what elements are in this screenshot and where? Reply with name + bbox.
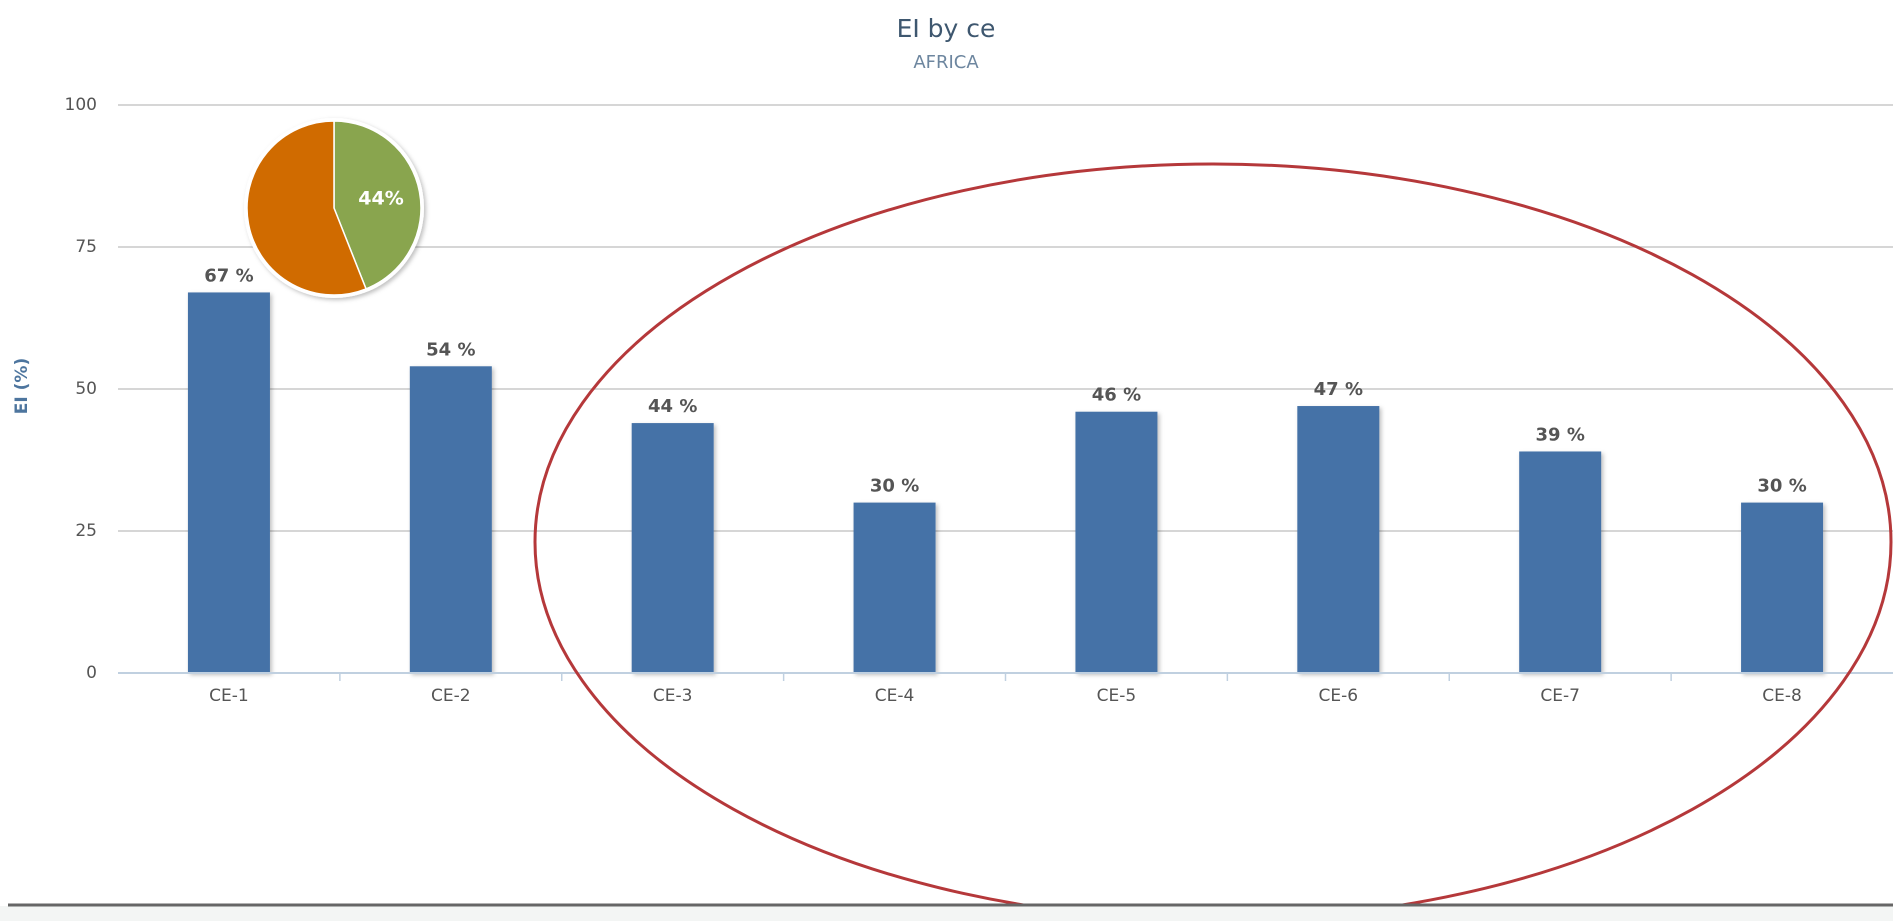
x-tick-label: CE-6 bbox=[1319, 686, 1359, 706]
data-label: 47 % bbox=[1314, 379, 1363, 400]
footer-panel bbox=[0, 906, 1893, 921]
bar bbox=[1297, 406, 1380, 673]
bar bbox=[187, 292, 270, 673]
y-axis-label: EI (%) bbox=[12, 358, 32, 414]
bar bbox=[631, 423, 714, 673]
bars: 67 % CE-1 54 % CE-2 44 % CE-3 30 % CE-4 46 % CE-5… bbox=[187, 265, 1824, 706]
y-tick-label: 25 bbox=[75, 521, 97, 541]
chart-subtitle: AFRICA bbox=[913, 52, 979, 73]
bar bbox=[409, 366, 492, 673]
pie: 44% bbox=[244, 118, 424, 298]
x-tick-label: CE-8 bbox=[1762, 686, 1802, 706]
x-tick-label: CE-5 bbox=[1097, 686, 1137, 706]
x-tick-label: CE-7 bbox=[1540, 686, 1580, 706]
y-tick-label: 75 bbox=[75, 237, 97, 257]
y-tick-label: 50 bbox=[75, 379, 97, 399]
pie-slice bbox=[246, 120, 368, 296]
data-label: 30 % bbox=[870, 476, 919, 497]
data-label: 54 % bbox=[426, 339, 475, 360]
x-tick-label: CE-3 bbox=[653, 686, 693, 706]
chart-title: EI by ce bbox=[897, 14, 996, 43]
bar bbox=[1519, 451, 1602, 673]
y-tick-label: 100 bbox=[65, 95, 97, 115]
data-label: 44 % bbox=[648, 396, 697, 417]
x-tick-label: CE-2 bbox=[431, 686, 471, 706]
x-tick-label: CE-4 bbox=[875, 686, 915, 706]
data-label: 46 % bbox=[1092, 385, 1141, 406]
bar bbox=[1075, 411, 1158, 673]
annotation-ellipse bbox=[533, 162, 1893, 921]
data-label: 30 % bbox=[1757, 476, 1806, 497]
x-tick-label: CE-1 bbox=[209, 686, 249, 706]
pie-label: 44% bbox=[358, 188, 403, 210]
pie-slice bbox=[333, 120, 422, 290]
y-tick-label: 0 bbox=[86, 663, 97, 683]
data-label: 39 % bbox=[1536, 424, 1585, 445]
bar bbox=[1741, 502, 1824, 673]
data-label: 67 % bbox=[204, 265, 253, 286]
bar bbox=[853, 502, 936, 673]
